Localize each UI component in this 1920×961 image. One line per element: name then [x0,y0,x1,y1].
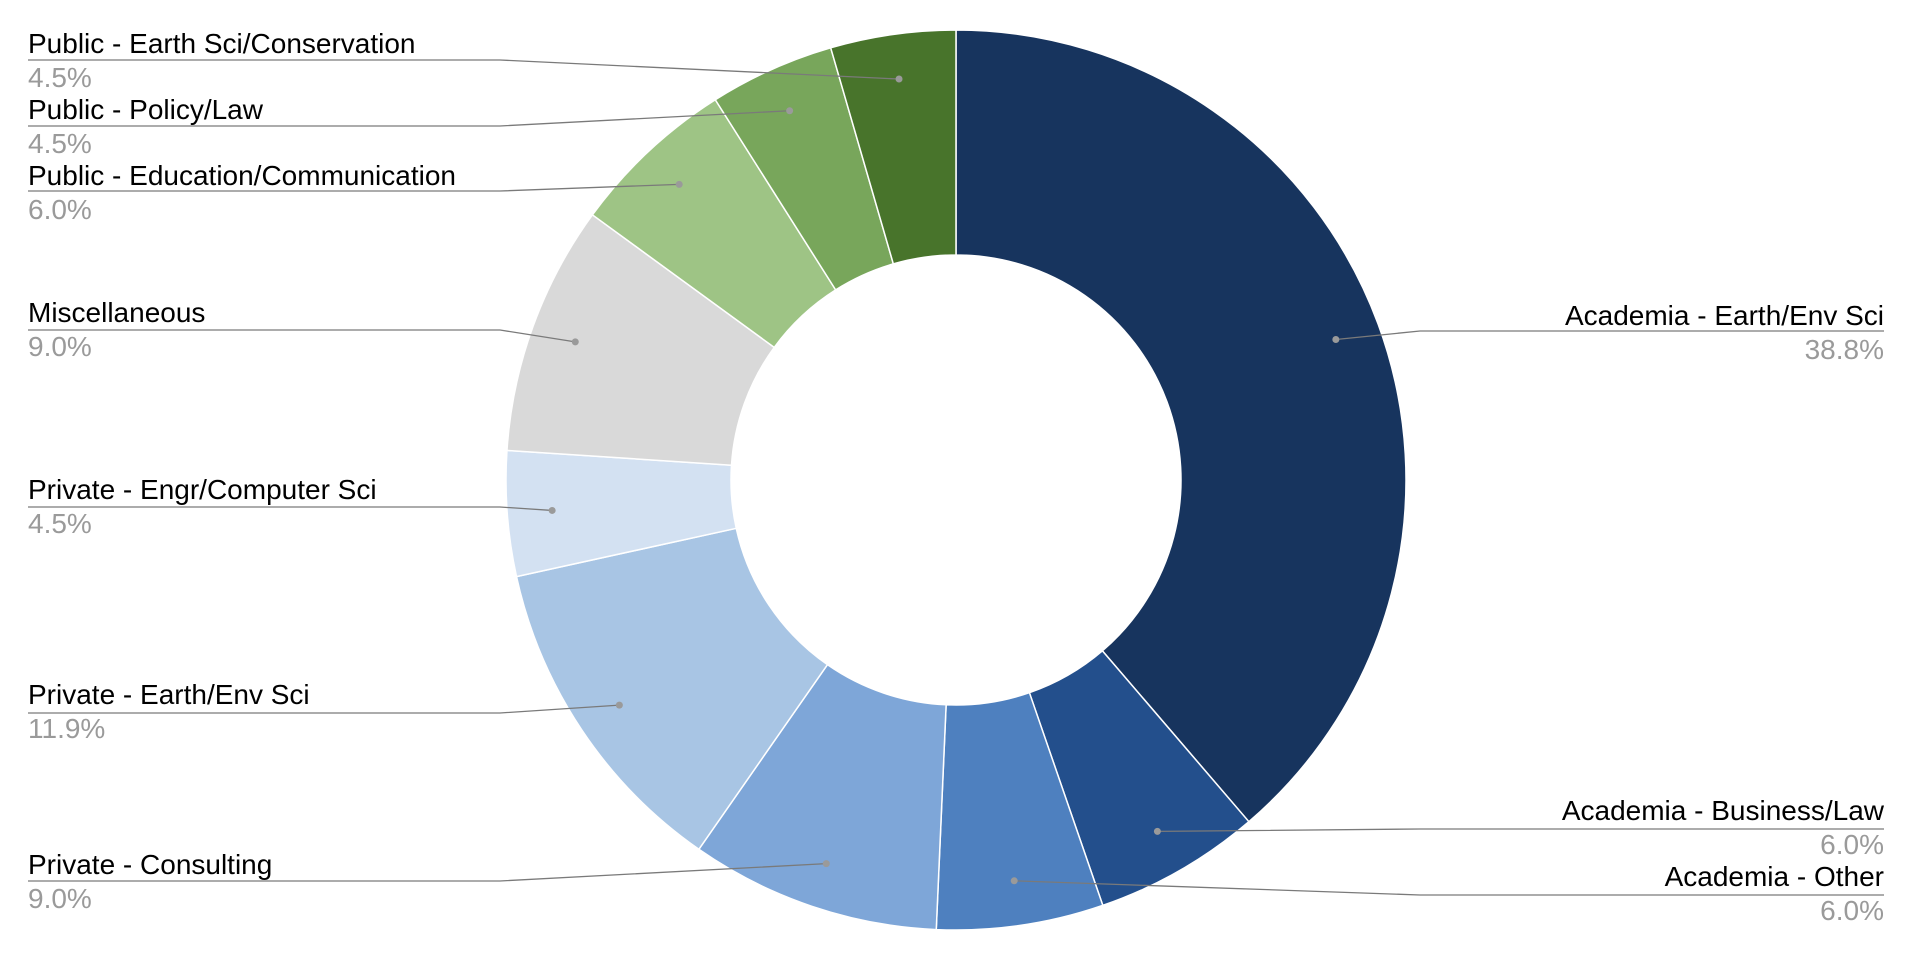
label-name-miscellaneous: Miscellaneous [28,297,205,328]
leader-line-private-earth-env-sci [28,704,620,714]
label-name-public-earth-sci-conservation: Public - Earth Sci/Conservation [28,28,416,59]
slice-private-earth-env-sci [515,527,829,851]
label-name-academia-business-law: Academia - Business/Law [1562,795,1885,826]
leader-line-public-earth-sci-conservation [28,59,900,80]
label-name-public-education-communication: Public - Education/Communication [28,160,456,191]
leader-dot-academia-other [1010,877,1018,885]
label-value-private-engr-computer-sci: 4.5% [28,508,92,539]
label-value-private-consulting: 9.0% [28,883,92,914]
label-name-private-earth-env-sci: Private - Earth/Env Sci [28,679,310,710]
label-name-private-consulting: Private - Consulting [28,849,272,880]
label-name-public-policy-law: Public - Policy/Law [28,94,264,125]
leader-dot-public-earth-sci-conservation [895,75,903,83]
leader-line-academia-business-law [1157,828,1884,833]
donut-slices [505,29,1407,931]
leader-line-private-consulting [28,863,827,882]
leader-dot-private-earth-env-sci [615,701,623,709]
label-value-public-policy-law: 4.5% [28,128,92,159]
label-name-academia-earth-env-sci: Academia - Earth/Env Sci [1565,300,1884,331]
leader-dot-public-policy-law [786,107,794,115]
leader-dot-private-consulting [822,860,830,868]
leader-line-academia-other [1014,880,1884,896]
leader-dot-academia-earth-env-sci [1332,335,1340,343]
leader-line-public-policy-law [28,110,790,127]
label-value-public-education-communication: 6.0% [28,194,92,225]
leader-line-public-education-communication [28,183,680,192]
label-value-academia-business-law: 6.0% [1820,829,1884,860]
label-name-private-engr-computer-sci: Private - Engr/Computer Sci [28,474,377,505]
leader-dot-private-engr-computer-sci [548,506,556,514]
label-value-academia-other: 6.0% [1820,895,1884,926]
label-value-private-earth-env-sci: 11.9% [28,713,105,744]
label-name-academia-other: Academia - Other [1665,861,1884,892]
leader-line-miscellaneous [28,329,576,343]
label-value-public-earth-sci-conservation: 4.5% [28,62,92,93]
leader-dot-public-education-communication [675,180,683,188]
leader-dot-academia-business-law [1153,827,1161,835]
leader-dot-miscellaneous [571,338,579,346]
label-value-miscellaneous: 9.0% [28,331,92,362]
leader-line-academia-earth-env-sci [1335,330,1884,341]
slice-academia-earth-env-sci [955,29,1407,823]
label-leader-lines [28,59,1884,896]
slice-public-earth-sci-conservation [829,29,957,265]
label-value-academia-earth-env-sci: 38.8% [1805,334,1884,365]
leader-line-private-engr-computer-sci [28,506,553,512]
